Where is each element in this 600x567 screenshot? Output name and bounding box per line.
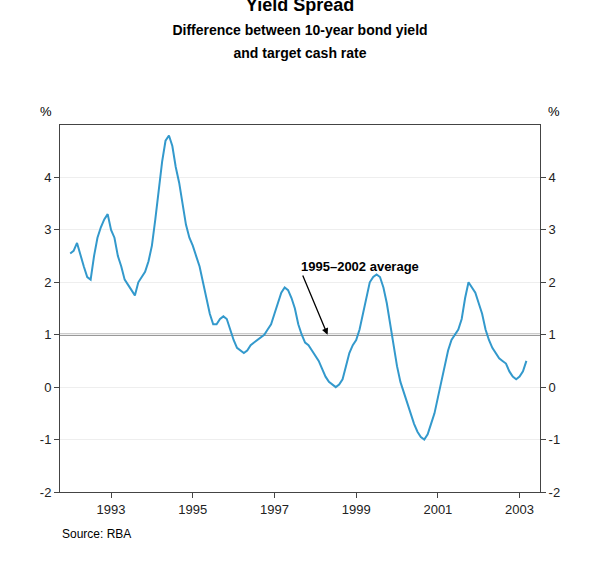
svg-text:0: 0 <box>549 380 556 395</box>
svg-text:-2: -2 <box>40 485 52 500</box>
svg-text:2: 2 <box>549 275 556 290</box>
svg-text:1995: 1995 <box>178 502 207 517</box>
svg-text:3: 3 <box>549 222 556 237</box>
svg-text:1: 1 <box>549 327 556 342</box>
svg-text:2001: 2001 <box>423 502 452 517</box>
svg-text:1997: 1997 <box>260 502 289 517</box>
svg-text:-1: -1 <box>40 432 52 447</box>
svg-text:-2: -2 <box>549 485 561 500</box>
svg-text:1995–2002 average: 1995–2002 average <box>301 259 419 274</box>
svg-text:4: 4 <box>549 170 556 185</box>
svg-text:%: % <box>548 104 560 119</box>
svg-text:2003: 2003 <box>505 502 534 517</box>
svg-text:1999: 1999 <box>342 502 371 517</box>
svg-text:0: 0 <box>44 380 51 395</box>
svg-text:-1: -1 <box>549 432 561 447</box>
svg-text:1993: 1993 <box>97 502 126 517</box>
svg-text:1: 1 <box>44 327 51 342</box>
svg-text:Yield SpreadDifference between: Yield SpreadDifference between 10-year b… <box>172 0 427 61</box>
svg-text:3: 3 <box>44 222 51 237</box>
svg-text:%: % <box>40 104 52 119</box>
svg-text:Source: RBA: Source: RBA <box>62 527 131 541</box>
svg-text:2: 2 <box>44 275 51 290</box>
svg-text:4: 4 <box>44 170 51 185</box>
